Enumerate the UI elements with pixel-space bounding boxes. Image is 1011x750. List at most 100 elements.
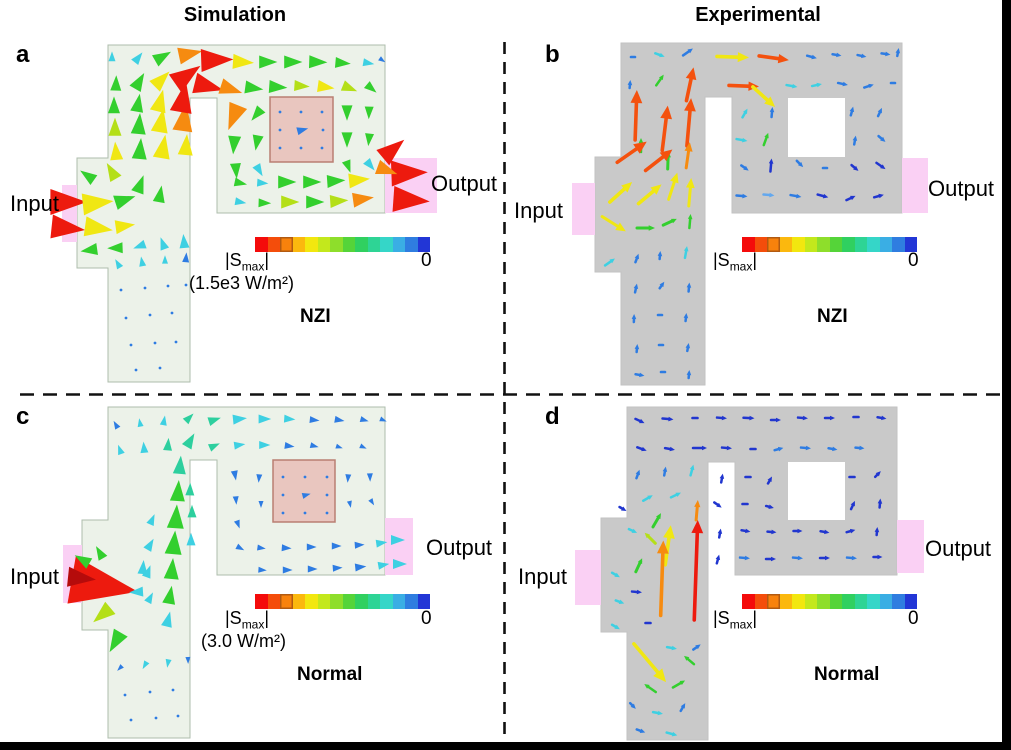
- flow-arrow-head: [771, 529, 777, 535]
- flow-arrow: [374, 159, 398, 175]
- colorbar-segment: [330, 594, 343, 609]
- colorbar-segment: [867, 237, 880, 252]
- flow-arrow-head: [880, 136, 886, 142]
- flow-arrow-head: [656, 513, 661, 520]
- colorbar-segment: [754, 594, 767, 609]
- panel-letter-d: d: [545, 403, 560, 430]
- flow-arrow-head: [647, 495, 653, 500]
- flow-arrow-head: [777, 446, 784, 452]
- colorbar-segment: [392, 237, 405, 252]
- flow-arrow: [163, 437, 173, 451]
- flow-arrow-head: [663, 525, 675, 539]
- flow-arrow-head: [671, 645, 677, 651]
- flow-arrow: [306, 195, 325, 209]
- flow-arrow: [169, 81, 192, 114]
- colorbar-segment: [867, 594, 880, 609]
- flow-arrow: [74, 555, 93, 569]
- flow-arrow-head: [644, 683, 650, 689]
- flow-arrow-head: [633, 141, 647, 154]
- flow-arrow-head: [630, 703, 636, 709]
- flow-arrow: [152, 134, 170, 160]
- flow-arrow: [177, 134, 193, 156]
- output-label-a: Output: [431, 171, 498, 196]
- flow-arrow: [129, 586, 144, 597]
- flow-arrow: [294, 80, 310, 92]
- flow-arrow: [379, 416, 387, 422]
- hole-d: [788, 462, 845, 520]
- flow-dot: [184, 283, 188, 287]
- flow-arrow: [80, 170, 98, 186]
- flow-arrow-shaft: [651, 514, 661, 529]
- flow-arrow: [169, 480, 185, 502]
- flow-dot: [325, 475, 329, 479]
- flow-arrow: [168, 65, 201, 93]
- flow-arrow-head: [680, 703, 686, 709]
- flow-dot: [166, 284, 170, 288]
- flow-arrow-shaft: [685, 656, 696, 666]
- colorbar-segment: [292, 237, 305, 252]
- flow-arrow: [364, 106, 374, 120]
- colorbar-segment: [355, 237, 368, 252]
- colorbar-segment: [367, 237, 380, 252]
- output-port-b: [902, 158, 928, 213]
- flow-arrow: [110, 75, 122, 91]
- colorbar-segment: [817, 237, 830, 252]
- flow-arrow: [192, 72, 224, 94]
- mode-label-c: Normal: [297, 664, 363, 685]
- flow-arrow: [331, 542, 342, 550]
- flow-arrow: [340, 80, 358, 92]
- waveguide-c: [81, 406, 386, 739]
- flow-arrow: [150, 108, 168, 134]
- flow-arrow-shaft: [636, 187, 658, 206]
- flow-dot: [299, 146, 303, 150]
- colorbar-c: [255, 594, 430, 609]
- flow-dot: [176, 714, 180, 718]
- colorbar-zero-d: 0: [908, 608, 919, 629]
- flow-arrow-head: [769, 107, 775, 113]
- colorbar-segment: [779, 237, 792, 252]
- flow-arrow: [362, 58, 375, 67]
- flow-arrow: [377, 561, 390, 570]
- flow-arrow: [284, 441, 295, 449]
- input-port-b: [572, 183, 595, 235]
- flow-dot: [134, 368, 138, 372]
- flow-arrow-head: [659, 281, 665, 288]
- flow-arrow: [346, 500, 352, 508]
- flow-dot: [303, 511, 307, 515]
- colorbar-b: [742, 237, 917, 252]
- flow-arrow: [309, 416, 320, 424]
- flow-arrow-head: [609, 258, 615, 264]
- flow-dot: [281, 475, 285, 479]
- flow-arrow: [187, 504, 197, 518]
- panel-letter-b: b: [545, 41, 560, 68]
- colorbar-segment: [842, 594, 855, 609]
- colorbar-segment: [280, 237, 293, 252]
- input-label-c: Input: [10, 564, 59, 589]
- flow-arrow: [281, 195, 300, 209]
- flow-dot: [123, 693, 127, 697]
- output-label-c: Output: [426, 535, 493, 560]
- flow-arrow: [165, 658, 172, 668]
- flow-arrow: [160, 237, 170, 251]
- flow-arrow-shaft: [632, 642, 663, 677]
- colorbar-zero-b: 0: [908, 250, 919, 271]
- flow-arrow: [354, 563, 367, 572]
- flow-arrow-head: [630, 90, 643, 104]
- flow-arrow-head: [687, 48, 693, 54]
- flow-arrow-head: [805, 445, 811, 451]
- colorbar-zero-a: 0: [421, 250, 432, 271]
- flow-arrow-shaft: [688, 216, 692, 230]
- flow-arrow: [133, 239, 147, 249]
- flow-arrow: [129, 72, 145, 93]
- flow-arrow-shaft: [608, 185, 629, 204]
- flow-arrow-head: [797, 555, 803, 561]
- flow-arrow: [81, 193, 114, 216]
- flow-arrow: [352, 192, 374, 208]
- flow-arrow: [368, 498, 375, 506]
- flow-arrow: [93, 601, 116, 623]
- flow-arrow-head: [874, 527, 880, 533]
- flow-arrow-head: [881, 415, 887, 421]
- colorbar-segment: [804, 594, 817, 609]
- flow-dot: [278, 146, 282, 150]
